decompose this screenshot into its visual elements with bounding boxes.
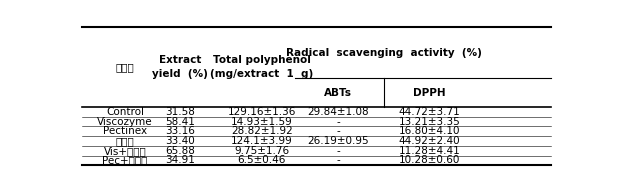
Text: 65.88: 65.88 (165, 146, 195, 156)
Text: 33.16: 33.16 (165, 126, 195, 136)
Text: 11.28±4.41: 11.28±4.41 (399, 146, 460, 156)
Text: 28.82±1.92: 28.82±1.92 (231, 126, 292, 136)
Text: 13.21±3.35: 13.21±3.35 (399, 117, 460, 127)
Text: -: - (336, 155, 340, 165)
Text: Vis+초고압: Vis+초고압 (104, 146, 146, 156)
Text: 124.1±3.99: 124.1±3.99 (231, 136, 292, 146)
Text: 58.41: 58.41 (165, 117, 195, 127)
Text: 14.93±1.59: 14.93±1.59 (231, 117, 292, 127)
Text: 44.72±3.71: 44.72±3.71 (399, 107, 460, 117)
Text: 16.80±4.10: 16.80±4.10 (399, 126, 460, 136)
Text: 6.5±0.46: 6.5±0.46 (237, 155, 286, 165)
Text: Viscozyme: Viscozyme (97, 117, 153, 127)
Text: Extract
yield  (%): Extract yield (%) (152, 55, 208, 79)
Text: Control: Control (106, 107, 144, 117)
Text: 29.84±1.08: 29.84±1.08 (308, 107, 369, 117)
Text: 9.75±1.76: 9.75±1.76 (234, 146, 289, 156)
Text: 44.92±2.40: 44.92±2.40 (399, 136, 460, 146)
Text: 34.91: 34.91 (165, 155, 195, 165)
Text: 26.19±0.95: 26.19±0.95 (308, 136, 369, 146)
Text: 초고압: 초고압 (116, 136, 135, 146)
Text: Pec+초고압: Pec+초고압 (103, 155, 148, 165)
Text: -: - (336, 126, 340, 136)
Text: -: - (336, 146, 340, 156)
Text: 33.40: 33.40 (166, 136, 195, 146)
Text: Radical  scavenging  activity  (%): Radical scavenging activity (%) (286, 47, 481, 57)
Text: DPPH: DPPH (413, 88, 446, 98)
Text: 공달비: 공달비 (116, 62, 135, 72)
Text: -: - (336, 117, 340, 127)
Text: Total polyphenol
(mg/extract  1  g): Total polyphenol (mg/extract 1 g) (210, 55, 313, 79)
Text: 10.28±0.60: 10.28±0.60 (399, 155, 460, 165)
Text: 129.16±1.36: 129.16±1.36 (227, 107, 296, 117)
Text: ABTs: ABTs (324, 88, 352, 98)
Text: Pectinex: Pectinex (103, 126, 147, 136)
Text: 31.58: 31.58 (165, 107, 195, 117)
